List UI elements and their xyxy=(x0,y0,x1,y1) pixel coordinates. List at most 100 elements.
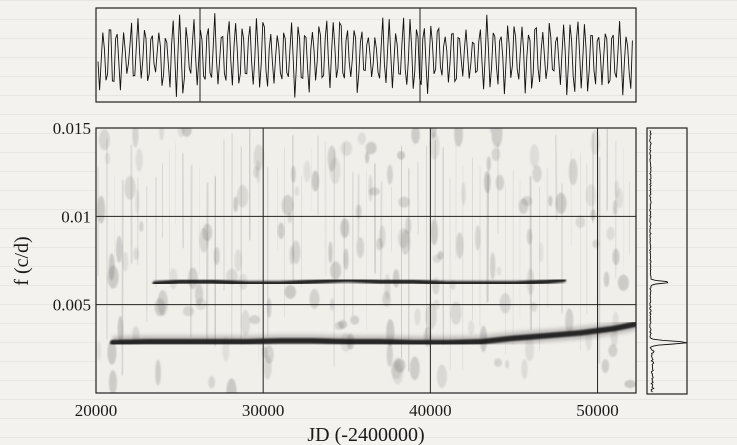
heatmap-streak xyxy=(248,128,252,241)
heatmap-streak xyxy=(605,128,609,211)
heatmap-blob xyxy=(398,196,410,208)
heatmap-blob xyxy=(199,227,209,253)
heatmap-blob xyxy=(526,228,533,245)
heatmap-blob xyxy=(539,242,544,263)
heatmap-blob xyxy=(425,303,437,330)
heatmap-blob xyxy=(601,359,610,373)
heatmap-blob xyxy=(548,195,553,207)
heatmap-blob xyxy=(303,160,311,183)
heatmap-blob xyxy=(155,359,161,386)
y-axis-label: f (c/d) xyxy=(11,236,33,285)
heatmap-blob xyxy=(340,218,350,238)
heatmap-streak xyxy=(441,147,445,345)
heatmap-streak xyxy=(181,153,185,248)
heatmap-blob xyxy=(555,192,567,214)
heatmap-blob xyxy=(365,141,377,155)
heatmap-blob xyxy=(590,209,596,221)
y-tick-label: 0.01 xyxy=(61,207,91,226)
heatmap-frame xyxy=(95,127,637,394)
time-frequency-panel: 20000 30000 40000 50000 0.005 0.01 0.015 JD (… xyxy=(11,119,637,445)
heatmap-blob xyxy=(159,128,165,141)
heatmap-streak xyxy=(479,166,481,327)
heatmap-blob xyxy=(575,215,586,229)
heatmap-streak xyxy=(205,182,210,340)
heatmap-blob xyxy=(294,186,300,197)
x-tick-label: 50000 xyxy=(576,401,619,420)
heatmap-streak xyxy=(332,149,336,367)
heatmap-blob xyxy=(266,298,272,318)
heatmap-blob xyxy=(495,174,505,191)
heatmap-blob xyxy=(104,152,111,165)
heatmap-blob xyxy=(355,204,362,219)
heatmap-streak xyxy=(545,168,549,308)
heatmap-blob xyxy=(429,132,440,160)
frequency-ridge xyxy=(109,321,636,346)
heatmap-blob xyxy=(236,184,249,208)
heatmap-blob xyxy=(592,239,600,248)
heatmap-blob xyxy=(461,182,466,206)
heatmap-blob xyxy=(139,221,144,232)
heatmap-blob xyxy=(454,128,464,147)
heatmap-blob xyxy=(405,216,412,235)
heatmap-blob xyxy=(529,143,540,168)
heatmap-blob xyxy=(521,359,528,380)
heatmap-streak xyxy=(161,163,164,239)
heatmap-blob xyxy=(608,344,618,357)
heatmap-blob xyxy=(357,132,367,145)
heatmap-blob xyxy=(612,200,618,216)
heatmap-blob xyxy=(263,355,272,380)
heatmap-blob xyxy=(340,140,353,156)
heatmap-blob xyxy=(343,248,349,270)
heatmap-blob xyxy=(233,196,239,213)
heatmap-blob xyxy=(241,309,250,337)
heatmap-blob xyxy=(411,128,420,144)
heatmap-blob xyxy=(328,241,333,264)
heatmap-blob xyxy=(157,290,168,316)
heatmap-blob xyxy=(291,240,301,265)
heatmap-blob xyxy=(488,128,493,133)
heatmap-blob xyxy=(135,148,143,172)
x-tick-label: 20000 xyxy=(75,401,118,420)
heatmap-blob xyxy=(493,358,503,367)
heatmap-blob xyxy=(430,128,437,139)
heatmap-blob xyxy=(98,129,110,151)
heatmap-streak xyxy=(399,145,404,359)
power-spectrum-frame xyxy=(646,127,688,395)
heatmap-blob xyxy=(226,378,237,393)
heatmap-blob xyxy=(350,315,360,325)
y-axis-ticks: 0.005 0.01 0.015 xyxy=(53,119,91,315)
heatmap-blob xyxy=(213,246,220,265)
light-curve-trace xyxy=(97,13,633,98)
heatmap-blob xyxy=(394,358,406,373)
power-spectrum-trace xyxy=(649,130,687,393)
heatmap-streak xyxy=(239,146,243,345)
heatmap-blob xyxy=(437,251,444,260)
heatmap-streak xyxy=(416,161,421,236)
heatmap-streak xyxy=(519,179,521,319)
heatmap-blob xyxy=(208,375,216,389)
heatmap-blob xyxy=(329,157,341,185)
heatmap-streak xyxy=(222,139,226,291)
heatmap-blob xyxy=(467,320,475,335)
heatmap-blob xyxy=(585,184,597,208)
heatmap-streak xyxy=(258,163,260,362)
heatmap-blob xyxy=(115,236,123,263)
heatmap-blob xyxy=(368,187,380,196)
heatmap-blob xyxy=(615,188,624,209)
heatmap-blob xyxy=(330,261,342,280)
heatmap-blob xyxy=(612,248,620,266)
x-tick-label: 40000 xyxy=(409,401,452,420)
heatmap-blob xyxy=(590,130,601,156)
heatmap-blob xyxy=(132,128,139,148)
heatmap-blob xyxy=(97,195,106,224)
heatmap-streak xyxy=(351,171,355,316)
heatmap-blob xyxy=(396,151,406,160)
heatmap-blob xyxy=(624,379,636,389)
heatmap-blob xyxy=(400,229,411,255)
heatmap-blob xyxy=(255,159,261,184)
heatmap-blob xyxy=(617,274,629,291)
heatmap-blob xyxy=(124,176,136,200)
heatmap-blob xyxy=(249,315,261,325)
